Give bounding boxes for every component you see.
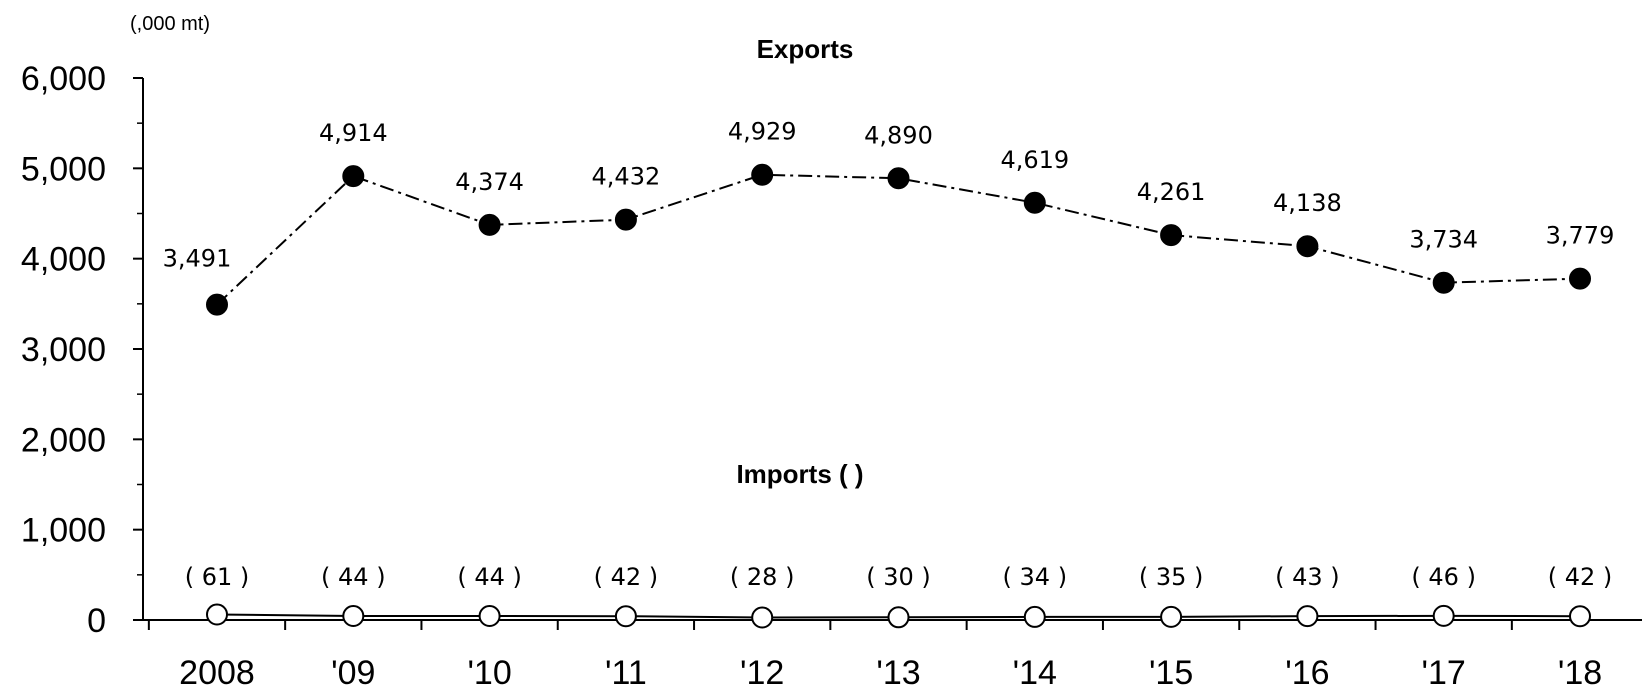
x-tick-label: '13 — [876, 654, 920, 691]
y-tick-label: 4,000 — [21, 241, 106, 279]
data-label: 4,261 — [1137, 178, 1206, 206]
data-label: 4,929 — [728, 118, 797, 146]
data-label: ( 42 ) — [1548, 563, 1613, 591]
data-label: ( 43 ) — [1275, 563, 1340, 591]
x-tick-label: '15 — [1149, 654, 1193, 691]
data-label: ( 28 ) — [730, 563, 795, 591]
x-tick-label: '18 — [1558, 654, 1602, 691]
data-point — [206, 293, 228, 316]
data-label: 4,890 — [864, 121, 933, 149]
data-point — [614, 208, 637, 231]
data-point — [1432, 271, 1455, 294]
x-tick-label: '14 — [1013, 654, 1057, 691]
x-tick-label: '16 — [1285, 654, 1329, 691]
data-label: 4,914 — [319, 119, 388, 147]
data-point — [1569, 605, 1591, 628]
data-point — [751, 606, 774, 629]
y-axis-ticks: 0 1,000 2,000 3,000 4,000 5,000 6,000 — [21, 60, 143, 640]
data-point — [1160, 224, 1183, 247]
x-axis-ticks: 2008 '09 '10 '11 '12 '13 '14 '15 '16 '17 '18 — [147, 620, 1602, 691]
x-tick-label: '17 — [1422, 654, 1466, 691]
y-tick-label: 6,000 — [21, 60, 106, 98]
data-point — [1432, 604, 1455, 627]
data-label: ( 34 ) — [1003, 563, 1068, 591]
x-tick-label: '11 — [605, 654, 647, 691]
imports-series-title: Imports ( ) — [736, 459, 863, 489]
data-label: ( 44 ) — [457, 563, 522, 591]
data-point — [342, 165, 365, 188]
data-point — [1160, 605, 1183, 628]
data-point — [1296, 605, 1319, 628]
series-1: ( 61 ) ( 44 ) ( 44 ) ( 42 ) ( 28 ) ( 30 ) ( 34… — [185, 563, 1613, 629]
data-label: ( 44 ) — [321, 563, 386, 591]
y-tick-label: 0 — [87, 602, 106, 640]
x-tick-label: '12 — [740, 654, 784, 691]
data-label: ( 35 ) — [1139, 563, 1204, 591]
exports-series-title: Exports — [757, 34, 854, 64]
x-tick-label: 2008 — [179, 654, 255, 691]
y-tick-label: 2,000 — [21, 421, 106, 459]
data-point — [1023, 605, 1046, 628]
series-0: 3,491 4,914 4,374 4,432 4,929 4,890 4,619 4,261… — [163, 118, 1615, 316]
series-layer: 3,491 4,914 4,374 4,432 4,929 4,890 4,619 4,261… — [163, 118, 1615, 629]
data-point — [614, 605, 637, 628]
data-label: 4,432 — [592, 163, 661, 191]
data-point — [342, 605, 365, 628]
data-label: 4,619 — [1000, 146, 1069, 174]
y-tick-label: 5,000 — [21, 150, 106, 188]
data-point — [751, 163, 774, 186]
x-tick-label: '09 — [331, 654, 375, 691]
data-label: 4,138 — [1273, 189, 1342, 217]
data-point — [478, 213, 501, 236]
data-point — [887, 606, 910, 629]
data-point — [1569, 267, 1591, 290]
data-label: 4,374 — [455, 168, 524, 196]
data-label: 3,734 — [1409, 226, 1478, 254]
series-line — [216, 173, 1581, 306]
data-point — [1296, 235, 1319, 258]
y-tick-label: 3,000 — [21, 331, 106, 369]
data-point — [887, 167, 910, 190]
data-label: ( 46 ) — [1411, 563, 1476, 591]
y-tick-label: 1,000 — [21, 512, 106, 550]
data-point — [206, 603, 228, 626]
data-label: 3,779 — [1546, 222, 1615, 250]
data-point — [478, 605, 501, 628]
data-label: ( 42 ) — [594, 563, 659, 591]
unit-label: (,000 mt) — [130, 13, 210, 35]
data-label: ( 30 ) — [866, 563, 931, 591]
data-label: ( 61 ) — [185, 563, 250, 591]
data-label: 3,491 — [163, 245, 232, 273]
x-tick-label: '10 — [467, 654, 511, 691]
data-point — [1023, 191, 1046, 214]
